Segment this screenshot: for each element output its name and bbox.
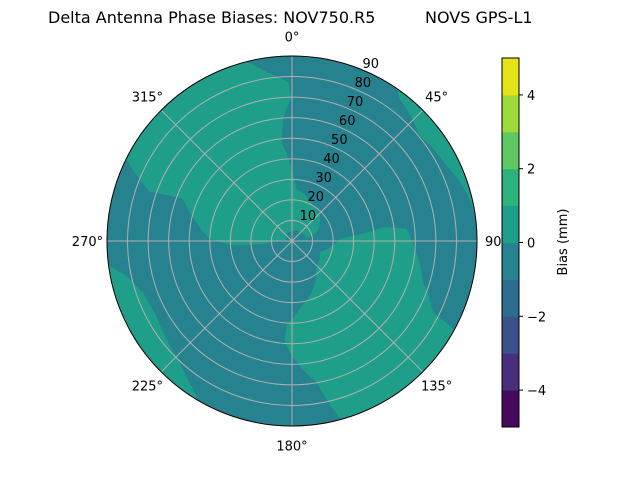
theta-gridline <box>291 240 424 373</box>
colorbar-tick-label: −4 <box>527 384 546 399</box>
contour-region <box>284 227 455 420</box>
colorbar-tick-label: 4 <box>527 89 535 104</box>
polar-plot-area: 0°45°90°135°180°225°270°315°102030405060… <box>72 30 508 454</box>
r-tick-label: 10 <box>300 209 317 224</box>
contour-region <box>396 88 476 219</box>
contour-region <box>126 61 320 246</box>
r-tick-label: 70 <box>347 95 364 110</box>
theta-gridline <box>160 240 293 373</box>
r-tick-label: 80 <box>355 76 372 91</box>
r-tick-label: 60 <box>339 114 356 129</box>
colorbar-tick-label: −2 <box>527 310 546 325</box>
colorbar-band <box>502 205 519 243</box>
theta-tick-label: 135° <box>421 380 452 395</box>
r-tick-label: 50 <box>331 133 348 148</box>
theta-gridline <box>160 109 293 242</box>
theta-tick-label: 315° <box>132 90 163 105</box>
theta-tick-label: 225° <box>132 380 163 395</box>
r-tick-label: 20 <box>307 190 324 205</box>
colorbar-tick-label: 0 <box>527 237 535 252</box>
colorbar-band <box>502 168 519 207</box>
colorbar-band <box>502 94 519 133</box>
colorbar-band <box>502 279 519 317</box>
r-tick-label: 90 <box>363 57 380 72</box>
colorbar-band <box>502 316 519 354</box>
theta-tick-label: 45° <box>425 90 448 105</box>
contour-region <box>108 265 198 401</box>
polar-frame <box>106 55 478 427</box>
theta-tick-label: 0° <box>285 30 300 45</box>
chart-title-right: NOVS GPS-L1 <box>425 8 533 27</box>
colorbar-band <box>502 131 519 170</box>
theta-gridline <box>291 109 424 242</box>
chart-title-left: Delta Antenna Phase Biases: NOV750.R5 <box>48 8 375 27</box>
theta-tick-label: 180° <box>276 440 307 455</box>
r-tick-label: 30 <box>315 171 332 186</box>
colorbar-band <box>502 58 519 96</box>
colorbar-band <box>502 242 519 280</box>
colorbar-label: Bias (mm) <box>556 209 571 276</box>
colorbar-tick-label: 2 <box>527 163 535 178</box>
colorbar-band <box>502 353 519 391</box>
theta-tick-label: 270° <box>72 235 103 250</box>
r-tick-label: 40 <box>323 152 340 167</box>
colorbar-band <box>502 390 519 428</box>
colorbar: −4 −2 0 2 4 <box>501 52 546 433</box>
